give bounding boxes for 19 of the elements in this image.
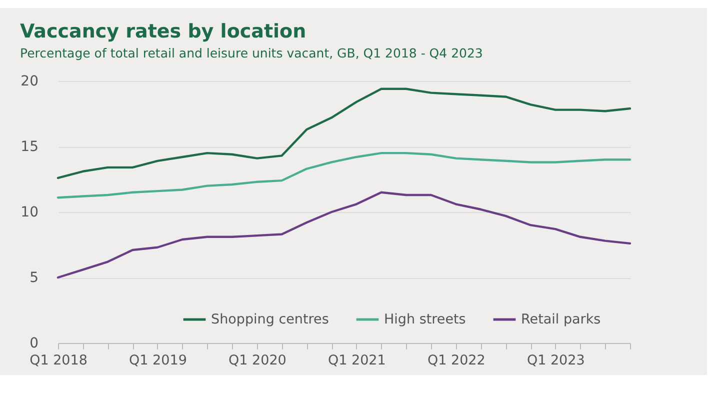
y-tick-label: 20 [20,74,38,90]
line-series [56,191,632,279]
legend-label: High streets [384,312,466,328]
chart-title: Vaccancy rates by location [20,20,306,42]
y-tick-label: 15 [20,139,38,155]
line-series [56,152,632,199]
x-tick-label: Q1 2019 [129,352,187,368]
legend-label: Shopping centres [211,312,329,328]
chart-subtitle: Percentage of total retail and leisure units vacant, GB, Q1 2018 - Q4 2023 [20,46,483,60]
x-tick-label: Q1 2018 [30,352,88,368]
x-tick-label: Q1 2022 [427,352,486,368]
x-tick-label: Q1 2023 [526,352,585,368]
legend-label: Retail parks [521,312,601,328]
y-tick-label: 10 [20,204,38,220]
line-series [56,88,632,180]
x-tick-label: Q1 2020 [228,352,286,368]
y-tick-label: 5 [30,270,38,286]
y-tick-label: 0 [30,336,38,352]
x-tick-label: Q1 2021 [328,352,386,368]
